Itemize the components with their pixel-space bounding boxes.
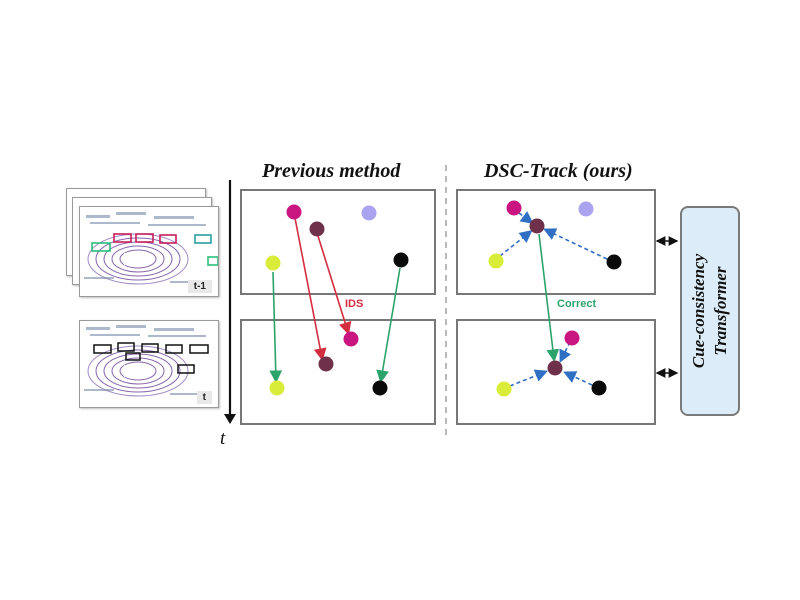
cue-arrow-magenta-top — [518, 211, 534, 224]
time-axis-arrowhead — [224, 414, 236, 424]
lidar-scan-icon — [84, 325, 209, 397]
ids-label: IDS — [345, 298, 364, 310]
transformer-label-line2: Transformer — [711, 266, 730, 356]
transformer-label: Cue-consistency Transformer — [688, 211, 732, 411]
frame-label-previous: t-1 — [187, 280, 212, 293]
correct-arrow-ours — [538, 233, 560, 363]
ours-plum-t — [547, 360, 563, 376]
object-lavender-t1 — [361, 205, 377, 221]
previous-panel-top — [240, 189, 436, 295]
cue-arrow-lime-bottom — [509, 369, 548, 387]
ours-plum-t1 — [529, 218, 545, 234]
time-axis-label: t — [220, 428, 226, 449]
object-lime-t1 — [265, 255, 281, 271]
correct-label: Correct — [557, 298, 597, 310]
ids-arrow-magenta — [294, 217, 327, 362]
ours-black-t1 — [606, 254, 622, 270]
heading-ours: DSC-Track (ours) — [484, 160, 633, 182]
object-black-t1 — [393, 252, 409, 268]
correct-arrow-lime — [269, 271, 283, 384]
lidar-scan-icon — [84, 212, 218, 285]
ours-lime-t — [496, 381, 512, 397]
ours-black-t — [591, 380, 607, 396]
ours-lime-t1 — [488, 253, 504, 269]
object-plum-t — [318, 356, 334, 372]
correct-arrow-black — [376, 267, 401, 384]
ids-arrow-plum — [317, 235, 352, 336]
frame-label-current: t — [196, 391, 212, 404]
cue-arrow-black-bottom — [563, 371, 593, 386]
object-black-t — [372, 380, 388, 396]
ours-magenta-t — [564, 330, 580, 346]
transformer-label-line1: Cue-consistency — [689, 253, 708, 369]
heading-previous-method: Previous method — [262, 160, 401, 182]
previous-panel-bottom — [240, 319, 436, 425]
object-lime-t — [269, 380, 285, 396]
lidar-frame-previous: t-1 — [79, 206, 219, 297]
object-plum-t1 — [309, 221, 325, 237]
object-magenta-t — [343, 331, 359, 347]
cue-arrow-black-top — [543, 228, 608, 260]
ours-magenta-t1 — [506, 200, 522, 216]
object-magenta-t1 — [286, 204, 302, 220]
cue-consistency-transformer: Cue-consistency Transformer — [680, 206, 740, 416]
ours-lavender-t1 — [578, 201, 594, 217]
lidar-frame-current: t — [79, 320, 219, 408]
cue-arrow-magenta-bottom — [559, 341, 572, 363]
ours-panel-top — [456, 189, 656, 295]
